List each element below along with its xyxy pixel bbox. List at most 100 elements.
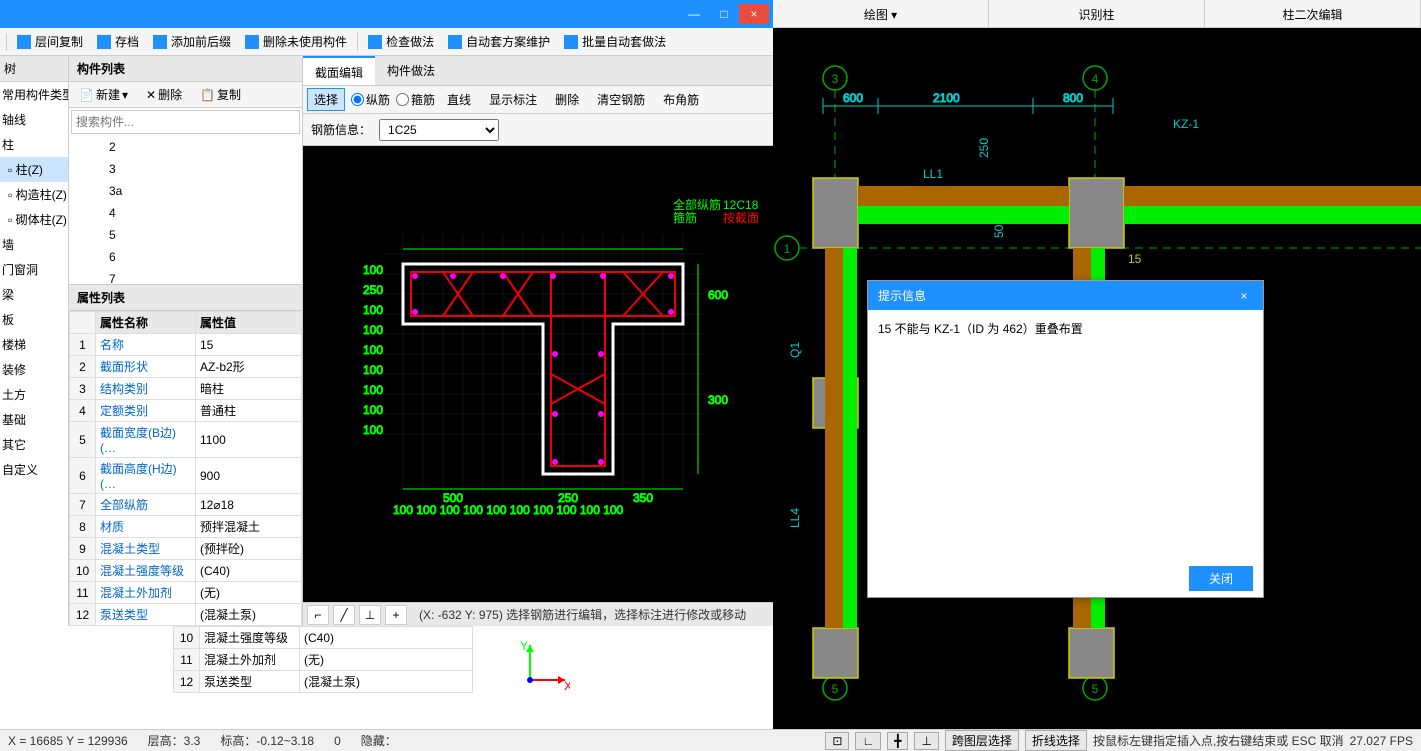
svg-text:600: 600 bbox=[708, 288, 728, 302]
table-row[interactable]: 11混凝土外加剂(无) bbox=[174, 649, 473, 671]
dialog-close-button[interactable]: 关闭 bbox=[1189, 566, 1253, 591]
cross-layer-select[interactable]: 跨图层选择 bbox=[945, 730, 1019, 751]
cross-button[interactable]: + bbox=[385, 605, 407, 625]
section-drawing: 250 100100100100100100100100 600300 5002… bbox=[303, 146, 773, 602]
nav-item[interactable]: 自定义 bbox=[0, 457, 68, 482]
corner-rebar-button[interactable]: 布角筋 bbox=[657, 89, 705, 110]
copy-label: 复制 bbox=[217, 86, 241, 103]
perp-button[interactable]: ⊥ bbox=[359, 605, 381, 625]
tab-section-edit[interactable]: 截面编辑 bbox=[303, 56, 375, 85]
table-row[interactable]: 9混凝土类型(预拌砼) bbox=[70, 538, 302, 560]
auto-label: 自动套方案维护 bbox=[466, 33, 550, 50]
table-row[interactable]: 12泵送类型(混凝土泵) bbox=[70, 604, 302, 626]
auto-method-button[interactable]: 自动套方案维护 bbox=[442, 31, 556, 52]
new-label: 新建 bbox=[96, 86, 120, 103]
snap-toggle-3[interactable]: ╋ bbox=[887, 732, 908, 750]
table-row[interactable]: 6截面高度(H边)(…900 bbox=[70, 458, 302, 494]
tab-recognize[interactable]: 识别柱 bbox=[989, 0, 1205, 27]
nav-item[interactable]: ▫ 构造柱(Z) bbox=[0, 182, 68, 207]
component-toolbar: 📄新建 ▾ ✕删除 📋复制 bbox=[69, 82, 302, 108]
minimize-button[interactable]: — bbox=[679, 4, 709, 24]
maximize-button[interactable]: □ bbox=[709, 4, 739, 24]
nav-item[interactable]: 楼梯 bbox=[0, 332, 68, 357]
table-row[interactable]: 2截面形状AZ-b2形 bbox=[70, 356, 302, 378]
nav-item[interactable]: ▫ 砌体柱(Z) bbox=[0, 207, 68, 232]
list-item[interactable]: 7 bbox=[69, 268, 302, 284]
broken-line-select[interactable]: 折线选择 bbox=[1025, 730, 1087, 751]
auto-icon bbox=[448, 35, 462, 49]
add-suffix-button[interactable]: 添加前后缀 bbox=[147, 31, 237, 52]
ortho-button[interactable]: ⌐ bbox=[307, 605, 329, 625]
dialog-title-text: 提示信息 bbox=[878, 287, 926, 304]
snap-toggle-4[interactable]: ⊥ bbox=[914, 732, 938, 750]
dialog-titlebar[interactable]: 提示信息 × bbox=[868, 281, 1263, 310]
nav-item[interactable]: ▫ 柱(Z) bbox=[0, 157, 68, 182]
nav-item[interactable]: 板 bbox=[0, 307, 68, 332]
snap-toggle-1[interactable]: ⊡ bbox=[825, 732, 849, 750]
list-item[interactable]: 3 bbox=[69, 158, 302, 180]
check-method-button[interactable]: 检查做法 bbox=[362, 31, 440, 52]
nav-item[interactable]: 门窗洞 bbox=[0, 257, 68, 282]
table-row[interactable]: 1名称15 bbox=[70, 334, 302, 356]
table-row[interactable]: 12泵送类型(混凝土泵) bbox=[174, 671, 473, 693]
component-list-header: 构件列表 bbox=[69, 56, 302, 82]
label-50: 50 bbox=[992, 224, 1006, 238]
table-row[interactable]: 8材质预拌混凝土 bbox=[70, 516, 302, 538]
section-canvas[interactable]: 250 100100100100100100100100 600300 5002… bbox=[303, 146, 773, 602]
nav-item[interactable]: 梁 bbox=[0, 282, 68, 307]
batch-auto-button[interactable]: 批量自动套做法 bbox=[558, 31, 672, 52]
tab-edit-column[interactable]: 柱二次编辑 bbox=[1205, 0, 1421, 27]
new-component-button[interactable]: 📄新建 ▾ bbox=[73, 84, 134, 105]
show-label-button[interactable]: 显示标注 bbox=[483, 89, 543, 110]
list-item[interactable]: 2 bbox=[69, 136, 302, 158]
clear-rebar-button[interactable]: 清空钢筋 bbox=[591, 89, 651, 110]
table-row[interactable]: 10混凝土强度等级(C40) bbox=[174, 627, 473, 649]
table-row[interactable]: 10混凝土强度等级(C40) bbox=[70, 560, 302, 582]
layer-copy-button[interactable]: 层间复制 bbox=[11, 31, 89, 52]
nav-item[interactable]: 其它 bbox=[0, 432, 68, 457]
component-panel: 构件列表 📄新建 ▾ ✕删除 📋复制 233a45678 属性列表 属性名称 属… bbox=[69, 56, 303, 626]
list-item[interactable]: 4 bbox=[69, 202, 302, 224]
select-button[interactable]: 选择 bbox=[307, 88, 345, 111]
nav-item[interactable]: 轴线 bbox=[0, 107, 68, 132]
list-item[interactable]: 3a bbox=[69, 180, 302, 202]
nav-item[interactable]: 墙 bbox=[0, 232, 68, 257]
suffix-label: 添加前后缀 bbox=[171, 33, 231, 50]
archive-button[interactable]: 存档 bbox=[91, 31, 145, 52]
tab-draw[interactable]: 绘图 ▾ bbox=[773, 0, 989, 27]
nav-item[interactable]: 装修 bbox=[0, 357, 68, 382]
snap-button[interactable]: ╱ bbox=[333, 605, 355, 625]
dialog-close-icon[interactable]: × bbox=[1235, 289, 1253, 303]
delete-unused-button[interactable]: 删除未使用构件 bbox=[239, 31, 353, 52]
right-top-tabs: 绘图 ▾ 识别柱 柱二次编辑 bbox=[773, 0, 1421, 28]
radio-vertical[interactable]: 纵筋 bbox=[351, 91, 390, 108]
property-table-overflow: 10混凝土强度等级(C40)11混凝土外加剂(无)12泵送类型(混凝土泵) bbox=[173, 626, 473, 693]
tab-component-method[interactable]: 构件做法 bbox=[375, 56, 447, 85]
list-item[interactable]: 6 bbox=[69, 246, 302, 268]
table-row[interactable]: 3结构类别暗柱 bbox=[70, 378, 302, 400]
svg-text:100: 100 bbox=[363, 403, 383, 417]
nav-item[interactable]: 基础 bbox=[0, 407, 68, 432]
delete-rebar-button[interactable]: 删除 bbox=[549, 89, 585, 110]
table-row[interactable]: 11混凝土外加剂(无) bbox=[70, 582, 302, 604]
line-button[interactable]: 直线 bbox=[441, 89, 477, 110]
copy-component-button[interactable]: 📋复制 bbox=[194, 84, 247, 105]
snap-toggle-2[interactable]: ∟ bbox=[855, 732, 881, 750]
table-row[interactable]: 7全部纵筋12⌀18 bbox=[70, 494, 302, 516]
close-button[interactable]: × bbox=[739, 4, 769, 24]
info-dialog: 提示信息 × 15 不能与 KZ-1（ID 为 462）重叠布置 关闭 bbox=[867, 280, 1264, 598]
property-header: 属性列表 bbox=[69, 285, 302, 311]
nav-item[interactable]: 柱 bbox=[0, 132, 68, 157]
prop-col-name: 属性名称 bbox=[96, 312, 196, 334]
nav-item[interactable]: 常用构件类型 bbox=[0, 82, 68, 107]
table-row[interactable]: 4定额类别普通柱 bbox=[70, 400, 302, 422]
svg-text:1: 1 bbox=[784, 242, 791, 256]
delete-component-button[interactable]: ✕删除 bbox=[140, 84, 188, 105]
nav-item[interactable]: 土方 bbox=[0, 382, 68, 407]
svg-text:600: 600 bbox=[843, 91, 863, 105]
table-row[interactable]: 5截面宽度(B边)(…1100 bbox=[70, 422, 302, 458]
search-input[interactable] bbox=[71, 110, 300, 134]
rebar-info-select[interactable]: 1C25 bbox=[379, 119, 499, 141]
list-item[interactable]: 5 bbox=[69, 224, 302, 246]
radio-hoop[interactable]: 箍筋 bbox=[396, 91, 435, 108]
